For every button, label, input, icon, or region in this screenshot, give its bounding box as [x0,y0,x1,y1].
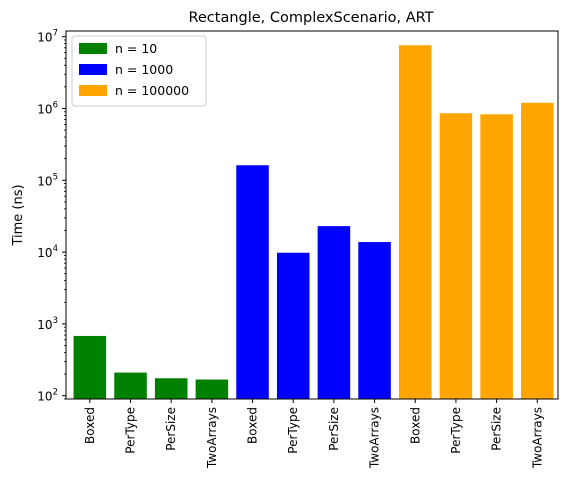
y-tick-label: 106 [37,100,58,116]
legend: n = 10 n = 1000 n = 100000 [71,35,207,107]
y-axis-label: Time (ns) [11,184,26,246]
bar [521,102,554,399]
x-tick-label: PerSize [490,407,504,451]
x-tick-label: TwoArrays [530,407,544,469]
x-tick-label: PerType [286,407,300,454]
bar [480,114,513,400]
y-tick-label: 107 [37,29,58,45]
legend-label: n = 1000 [115,62,173,77]
bar [73,335,107,399]
legend-label: n = 100000 [115,83,189,98]
x-tick-label: TwoArrays [368,407,382,469]
x-tick-label: Boxed [246,407,260,444]
y-tick-label: 104 [37,244,58,260]
x-tick-label: PerSize [164,407,178,451]
bar [236,165,269,399]
bar [358,242,391,399]
bar [439,113,473,399]
x-tick-label: Boxed [408,407,422,444]
bar [195,379,229,399]
plot-frame [65,30,559,400]
legend-label: n = 10 [115,41,157,56]
legend-swatch [79,64,107,75]
bar [114,372,147,399]
x-tick-label: PerType [124,407,138,454]
bar [398,45,432,400]
y-tick-label: 105 [37,172,58,188]
y-axis: 102 103 104 105 106 107 [37,29,66,404]
legend-swatch [79,85,107,96]
bar [317,226,351,399]
y-tick-label: 102 [37,388,58,404]
x-axis: Boxed PerType PerSize TwoArrays Boxed PerType… [83,399,544,469]
chart-title: Rectangle, ComplexScenario, ART [188,10,433,26]
y-tick-label: 103 [37,316,58,332]
bar [276,252,310,399]
x-tick-label: Boxed [83,407,97,444]
bar [154,378,188,399]
x-tick-label: PerSize [327,407,341,451]
legend-swatch [79,43,107,54]
x-tick-label: TwoArrays [205,407,219,469]
bars-group [73,45,554,400]
x-tick-label: PerType [449,407,463,454]
